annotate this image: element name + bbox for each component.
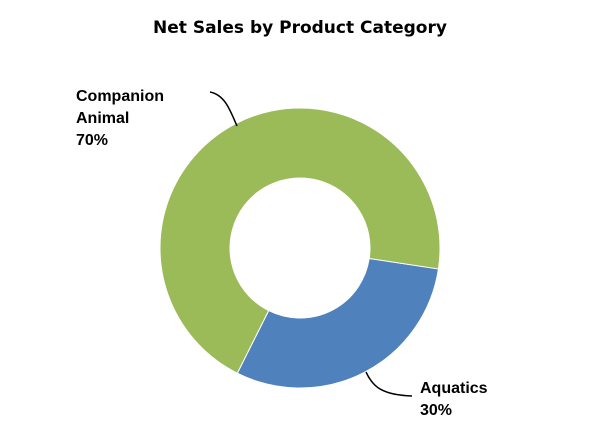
leader-line (365, 371, 413, 397)
donut-slice (159, 107, 441, 374)
slice-label: Aquatics 30% (420, 378, 530, 422)
donut-slice (236, 257, 439, 389)
value-label: 70% (76, 132, 109, 149)
leader-line (209, 91, 238, 127)
chart-title: Net Sales by Product Category (153, 18, 447, 38)
value-label: 30% (420, 402, 453, 419)
category-label: Companion Animal (76, 88, 164, 127)
category-label: Aquatics (420, 380, 488, 397)
slice-label: Companion Animal 70% (76, 86, 186, 152)
